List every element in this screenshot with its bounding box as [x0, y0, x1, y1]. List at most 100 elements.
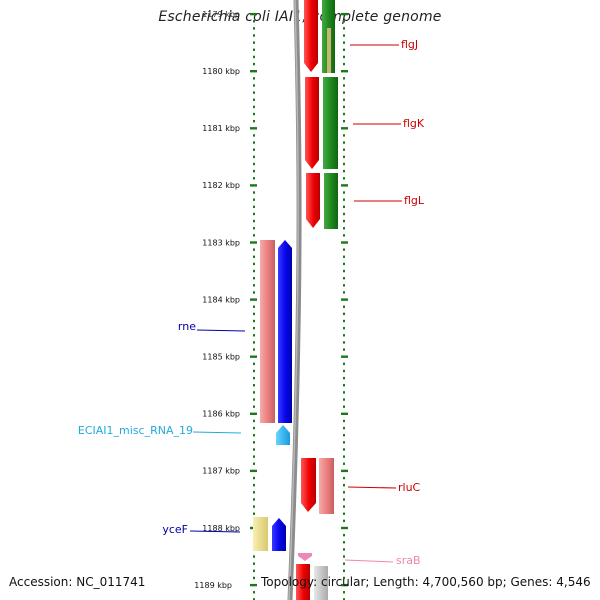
label-flgJ[interactable]: flgJ [401, 38, 418, 51]
minor-tick [343, 134, 345, 137]
minor-tick [253, 262, 255, 266]
minor-tick [343, 219, 345, 223]
minor-tick [343, 141, 345, 144]
minor-tick [343, 91, 345, 94]
minor-tick [253, 405, 255, 408]
minor-tick [343, 227, 345, 230]
gene-flgK-green-bar[interactable] [323, 77, 338, 169]
gene-flgL-green-bar[interactable] [324, 173, 338, 229]
minor-tick [343, 405, 345, 408]
gene-rne-arrow[interactable] [278, 240, 292, 423]
minor-tick [253, 105, 255, 109]
minor-tick [253, 27, 255, 30]
minor-tick [343, 541, 345, 544]
major-tick [341, 12, 348, 16]
minor-tick [253, 483, 255, 487]
scale-label: 1180 kbp [202, 67, 240, 76]
gene-rne-pink-bar[interactable] [260, 240, 275, 423]
minor-tick [343, 369, 345, 373]
scale-label: 1189 kbp [194, 581, 232, 590]
minor-tick [343, 448, 345, 451]
minor-tick [253, 462, 255, 465]
accession-text: Accession: NC_011741 [9, 575, 146, 589]
gene-yceF-arrow[interactable] [272, 518, 286, 551]
minor-tick [253, 219, 255, 223]
minor-tick [253, 41, 255, 44]
minor-tick [343, 598, 345, 600]
major-tick [250, 583, 257, 587]
major-tick [341, 355, 348, 358]
minor-tick [253, 555, 255, 558]
minor-tick [343, 262, 345, 266]
major-tick [341, 469, 348, 473]
minor-tick [253, 155, 255, 159]
minor-tick [343, 548, 345, 551]
gene-rluC-pink-bar[interactable] [319, 458, 334, 514]
minor-tick [253, 284, 255, 287]
label-flgK[interactable]: flgK [403, 117, 425, 130]
callout-line-misc-rna-19 [192, 431, 242, 434]
minor-tick [253, 55, 255, 59]
scale-label: 1188 kbp [202, 524, 240, 533]
gene-flgK-arrow[interactable] [305, 77, 319, 169]
major-tick [341, 241, 348, 244]
minor-tick [253, 562, 255, 565]
minor-tick [253, 276, 255, 280]
minor-tick [253, 498, 255, 501]
minor-tick [343, 512, 345, 515]
minor-tick [343, 119, 345, 123]
minor-tick [253, 476, 255, 480]
label-rne[interactable]: rne [178, 320, 196, 333]
gene-rluC-arrow[interactable] [301, 458, 316, 512]
minor-tick [343, 462, 345, 465]
minor-tick [253, 305, 255, 308]
minor-tick [253, 398, 255, 401]
label-misc-rna-19[interactable]: ECIAI1_misc_RNA_19 [78, 424, 193, 437]
minor-tick [343, 362, 345, 366]
minor-tick [343, 533, 345, 537]
label-rluC[interactable]: rluC [398, 481, 421, 494]
minor-tick [253, 77, 255, 80]
label-flgL[interactable]: flgL [404, 194, 425, 207]
minor-tick [253, 491, 255, 494]
gene-bottom-grey[interactable] [314, 566, 328, 600]
gene-misc-rna-19-arrow[interactable] [276, 425, 290, 445]
label-sraB[interactable]: sraB [396, 554, 421, 567]
gene-flgL-arrow[interactable] [306, 173, 320, 228]
minor-tick [253, 291, 255, 294]
major-tick [341, 70, 348, 73]
minor-tick [343, 376, 345, 380]
gene-flgJ-arrow[interactable] [304, 0, 318, 72]
minor-tick [343, 169, 345, 173]
minor-tick [343, 105, 345, 109]
minor-tick [343, 312, 345, 316]
minor-tick [253, 369, 255, 373]
minor-tick [253, 205, 255, 209]
minor-tick [253, 112, 255, 116]
major-tick [341, 526, 348, 530]
minor-tick [343, 212, 345, 216]
minor-tick [253, 269, 255, 273]
minor-tick [343, 48, 345, 51]
gene-yceF-yellow-bar[interactable] [253, 517, 268, 551]
scale-track-left [250, 12, 257, 600]
gene-sraB-arrow[interactable] [298, 553, 312, 561]
label-yceF[interactable]: yceF [162, 523, 188, 536]
major-tick [341, 298, 348, 301]
callout-line-rne [196, 329, 246, 332]
minor-tick [343, 348, 345, 351]
minor-tick [253, 84, 255, 87]
scale-label: 1187 kbp [202, 467, 240, 476]
minor-tick [343, 498, 345, 501]
minor-tick [253, 376, 255, 380]
minor-tick [253, 62, 255, 66]
minor-tick [253, 319, 255, 323]
minor-tick [343, 62, 345, 66]
minor-tick [343, 20, 345, 23]
minor-tick [343, 34, 345, 37]
scale-label: 1184 kbp [202, 295, 240, 304]
minor-tick [253, 569, 255, 573]
major-tick [341, 583, 348, 587]
gene-bottom-red[interactable] [296, 564, 310, 600]
